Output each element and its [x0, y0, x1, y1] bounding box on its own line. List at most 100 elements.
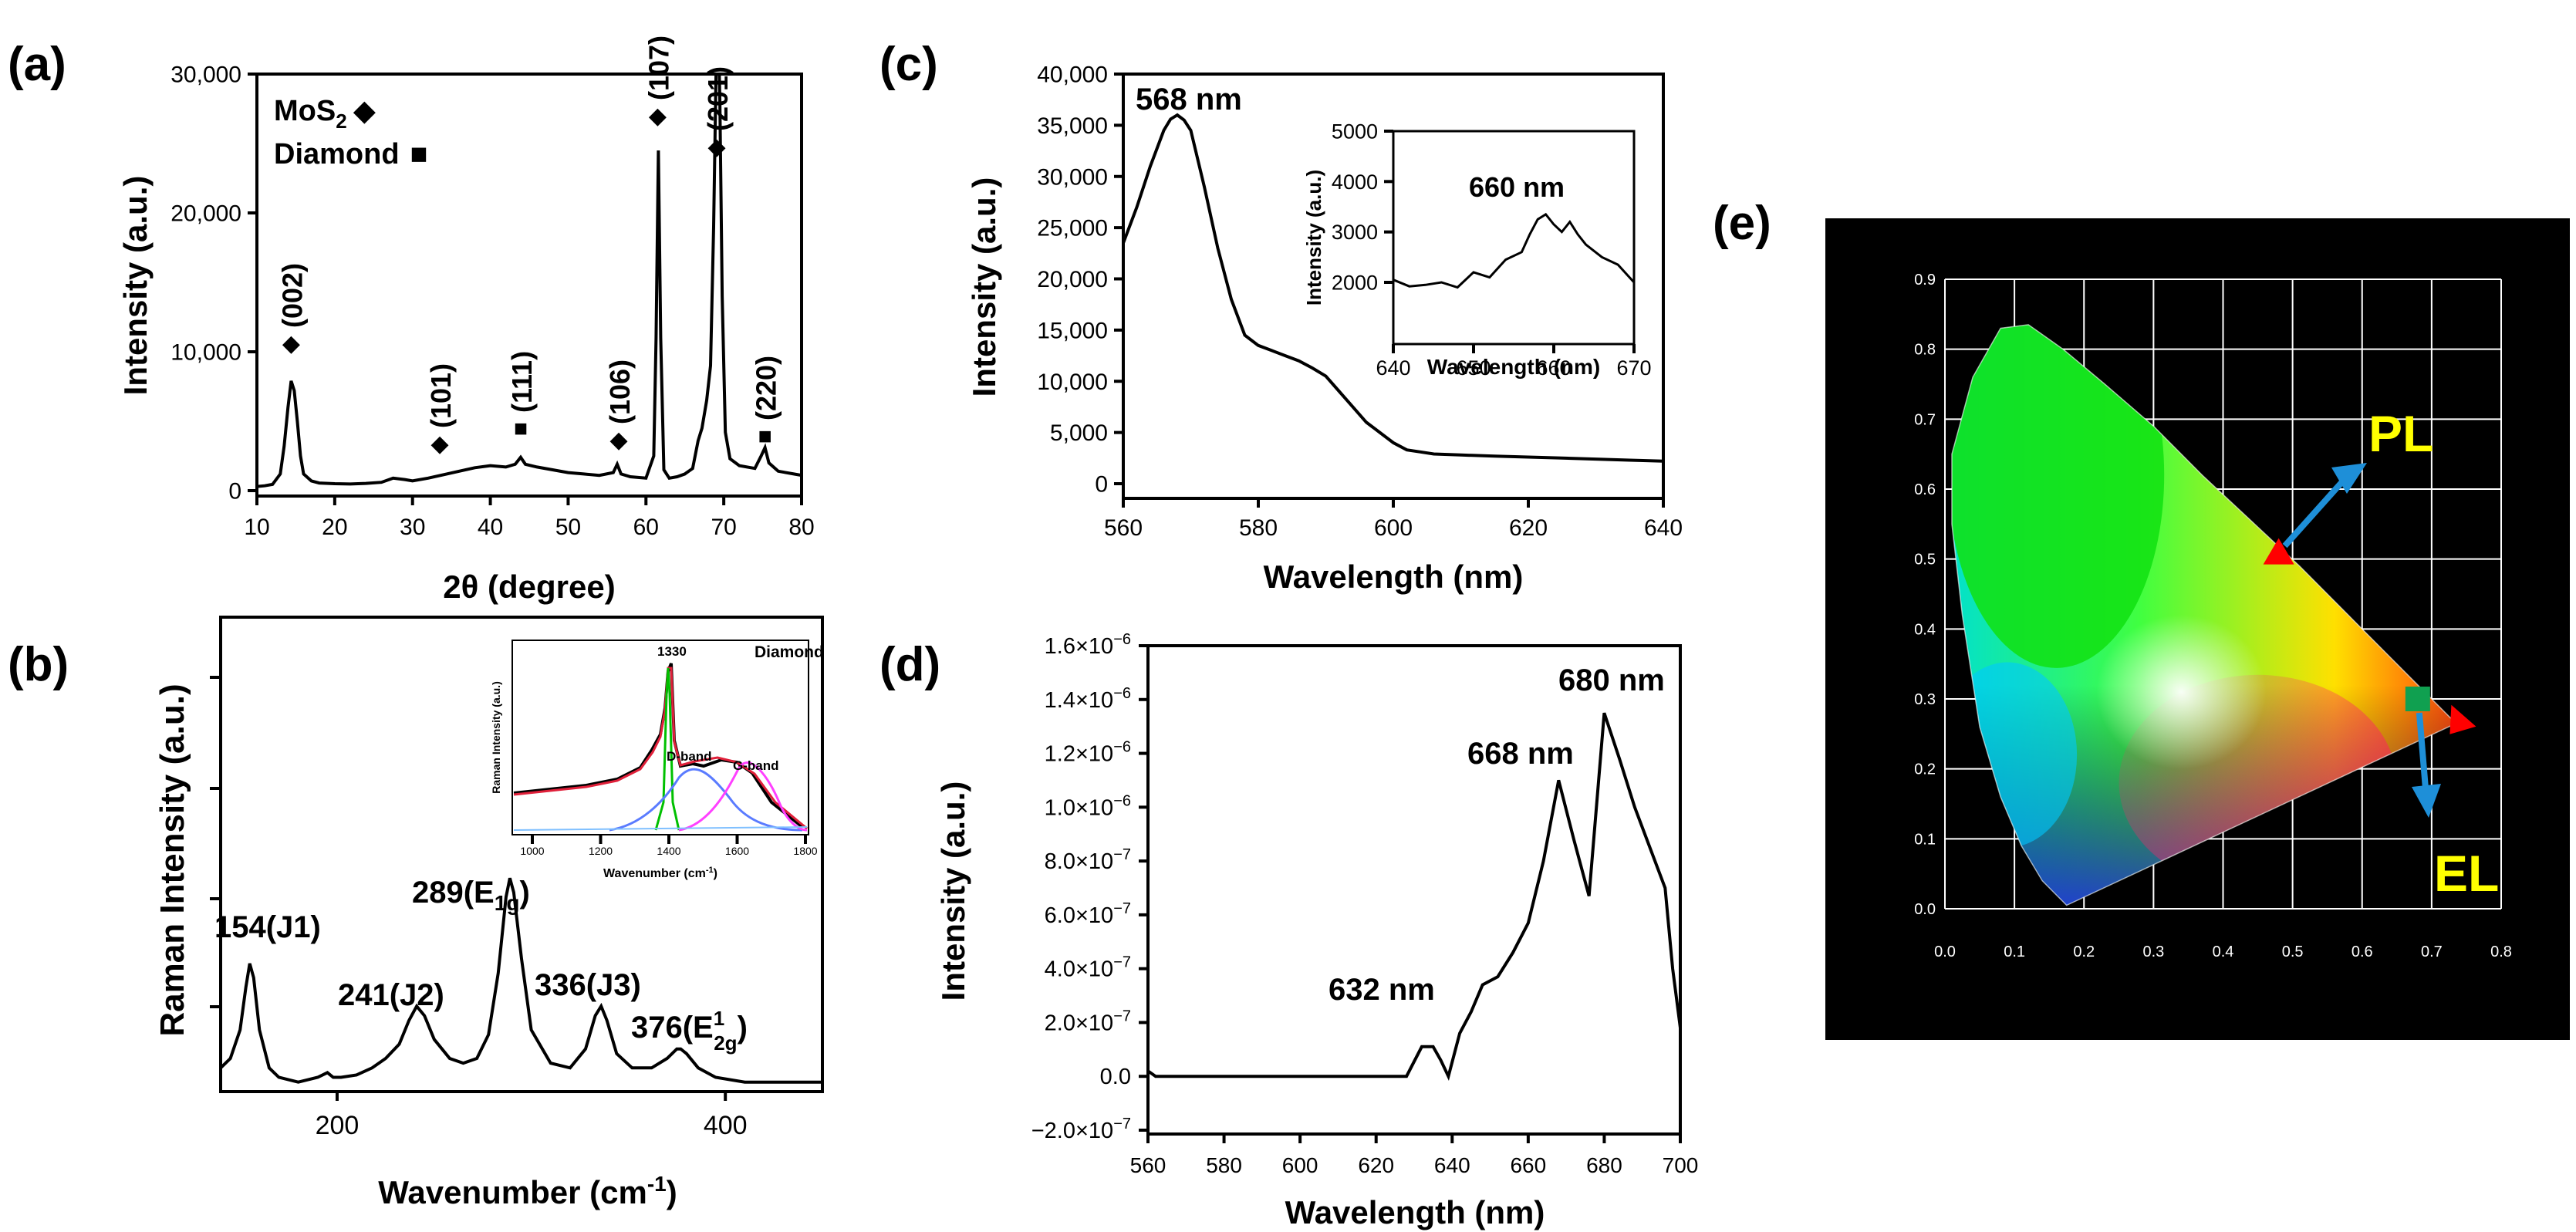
panel-e-y-tick-label: 0.7 [1914, 411, 1936, 428]
panel-d-xlabel: Wavelength (nm) [1285, 1194, 1545, 1230]
panel-a-y-tick-label: 20,000 [170, 201, 241, 227]
panel-e-x-tick-label: 0.4 [2213, 943, 2234, 960]
panel-d: (d) 560 580 600 620 640 660 680 700 −2.0×10−7 0.… [879, 631, 1698, 1230]
panel-a-y-tick-label: 0 [228, 479, 241, 505]
panel-b-inset-x-tick-label: 1000 [520, 845, 544, 857]
panel-a-peak-label: (106) [604, 359, 636, 424]
panel-e: (e) 0.0 0.1 0.2 0.3 0.4 0.5 0.6 0.7 0.8 0.0 0.1 0.2… [1713, 197, 2570, 1040]
panel-c-inset-x-tick-label: 660 [1536, 356, 1571, 380]
panel-d-y-tick-label: 6.0×10−7 [1045, 900, 1131, 928]
panel-d-y-tick-label: 4.0×10−7 [1045, 954, 1131, 982]
panel-a-peak-marker: ◆ [708, 134, 726, 160]
panel-a-frame [255, 73, 803, 498]
panel-c-y-tick-label: 40,000 [1037, 62, 1108, 88]
panel-c-pl-line [1123, 113, 1663, 463]
panel-b-x-tick-label: 400 [704, 1111, 748, 1140]
panel-a-xlabel: 2θ (degree) [443, 569, 615, 605]
panel-e-markers [2263, 463, 2476, 818]
panel-c-letter: (c) [879, 38, 938, 91]
panel-e-el-label: EL [2434, 845, 2499, 902]
panel-e-pl-label: PL [2368, 405, 2433, 462]
panel-c-ylabel: Intensity (a.u.) [966, 177, 1002, 397]
panel-c-y-axis: 0 5,000 10,000 15,000 20,000 25,000 30,000 35,0… [1037, 62, 1123, 498]
pl-marker [2263, 538, 2294, 565]
panel-a-x-tick-label: 70 [711, 515, 736, 540]
panel-a-y-tick-label: 30,000 [170, 62, 241, 88]
panel-c-inset: 640 650 660 670 2000 3000 4000 5000 660 nm Wav… [1302, 120, 1652, 380]
panel-e-axes: 0.0 0.1 0.2 0.3 0.4 0.5 0.6 0.7 0.8 0.0 0.1 0.2 0.3 0… [1914, 272, 2512, 960]
panel-b-peak-241: 241(J2) [338, 978, 444, 1012]
panel-e-x-tick-label: 0.3 [2142, 943, 2164, 960]
panel-a-x-tick-label: 40 [478, 515, 503, 540]
panel-d-y-tick-label: 1.0×10−6 [1045, 792, 1131, 820]
panel-d-peak-668: 668 nm [1467, 737, 1574, 771]
panel-c-inset-y-tick-label: 2000 [1332, 271, 1378, 294]
panel-d-x-tick-label: 660 [1510, 1153, 1546, 1177]
panel-d-y-tick-label: −2.0×10−7 [1031, 1116, 1131, 1143]
panel-e-x-tick-label: 0.1 [2004, 943, 2025, 960]
panel-c-inset-y-tick-label: 4000 [1332, 170, 1378, 194]
panel-b-inset-x-tick-label: 1600 [725, 845, 749, 857]
panel-e-x-tick-label: 0.2 [2073, 943, 2095, 960]
panel-a-ylabel: Intensity (a.u.) [117, 176, 154, 396]
panel-d-y-tick-label: 8.0×10−7 [1045, 846, 1131, 874]
panel-e-x-tick-label: 0.6 [2351, 943, 2373, 960]
panel-d-x-tick-label: 580 [1206, 1153, 1242, 1177]
panel-c: (c) 560 580 600 620 640 0 5,000 10,000 15,000 20… [879, 38, 1683, 595]
panel-a-x-tick-label: 80 [788, 515, 814, 540]
panel-a: (a) 10 20 30 40 50 60 70 80 0 10,000 20,000 30,000… [8, 35, 815, 605]
panel-b-inset-title: Diamond [755, 643, 824, 661]
panel-b-inset-xlabel: Wavenumber (cm-1) [603, 866, 717, 880]
panel-b-inset-frame [511, 640, 809, 835]
panel-a-y-axis: 0 10,000 20,000 30,000 [170, 62, 257, 505]
panel-c-x-tick-label: 600 [1374, 515, 1413, 541]
panel-d-el-line [1148, 712, 1680, 1082]
panel-b-inset-fit [513, 667, 808, 830]
pl-arrow-head [2331, 463, 2367, 494]
panel-d-peak-632: 632 nm [1329, 973, 1435, 1007]
panel-c-inset-line [1393, 212, 1636, 289]
panel-b-inset-x-tick-label: 1400 [657, 845, 680, 857]
panel-b-inset-sharp-peak [654, 667, 680, 831]
panel-b: (b) 200 400 154(J1) 241(J2) 289(E1g) 336(… [8, 616, 824, 1210]
panel-c-y-tick-label: 25,000 [1037, 216, 1108, 241]
panel-a-peak-label: (002) [276, 263, 308, 328]
panel-c-inset-x-tick-label: 670 [1616, 356, 1651, 380]
panel-e-x-tick-label: 0.8 [2490, 943, 2512, 960]
panel-c-x-axis: 560 580 600 620 640 [1104, 498, 1683, 541]
panel-a-x-tick-label: 30 [400, 515, 425, 540]
panel-b-inset-x-axis: 1000 1200 1400 1600 1800 [520, 835, 818, 857]
panel-a-peak-label: (201) [702, 66, 734, 131]
panel-d-peak-680: 680 nm [1558, 663, 1665, 697]
panel-b-peak-154: 154(J1) [214, 910, 321, 944]
panel-e-y-tick-label: 0.0 [1914, 901, 1936, 918]
panel-b-x-axis: 200 400 [316, 1092, 748, 1140]
panel-a-x-axis: 10 20 30 40 50 60 70 80 [244, 496, 815, 540]
panel-c-xlabel: Wavelength (nm) [1264, 559, 1524, 595]
panel-a-peak-marker: ◆ [430, 431, 448, 457]
panel-e-letter: (e) [1713, 197, 1771, 250]
panel-a-peak-marker: ■ [758, 424, 772, 449]
panel-a-peak-label: (101) [425, 363, 457, 428]
panel-d-y-tick-label: 1.4×10−6 [1045, 685, 1131, 713]
panel-c-y-tick-label: 15,000 [1037, 318, 1108, 343]
panel-b-raman-line [221, 877, 822, 1084]
panel-a-peak-marker: ◆ [649, 103, 667, 129]
panel-c-y-tick-label: 35,000 [1037, 113, 1108, 139]
panel-d-y-axis: −2.0×10−7 0.0 2.0×10−7 4.0×10−7 6.0×10−7 8.0×… [1031, 631, 1148, 1143]
panel-a-peak-marker: ◆ [282, 331, 300, 356]
panel-b-inset-gband: G-band [733, 758, 779, 773]
panel-e-y-tick-label: 0.9 [1914, 272, 1936, 289]
panel-c-y-tick-label: 20,000 [1037, 267, 1108, 292]
panel-b-peak-376: 376(E1 2g) [631, 1007, 748, 1055]
panel-b-frame [219, 616, 824, 1093]
panel-a-y-tick-label: 10,000 [170, 340, 241, 366]
panel-c-inset-frame [1392, 130, 1636, 346]
panel-b-inset-baseline [513, 826, 808, 831]
panel-b-peak-336: 336(J3) [535, 968, 641, 1002]
red-corner-marker [2449, 704, 2476, 734]
panel-b-peak-289: 289(E1g) [412, 876, 530, 915]
panel-a-peak-label: (111) [506, 351, 538, 413]
panel-e-y-tick-label: 0.8 [1914, 342, 1936, 359]
panel-a-peak-label: (107) [643, 35, 674, 100]
